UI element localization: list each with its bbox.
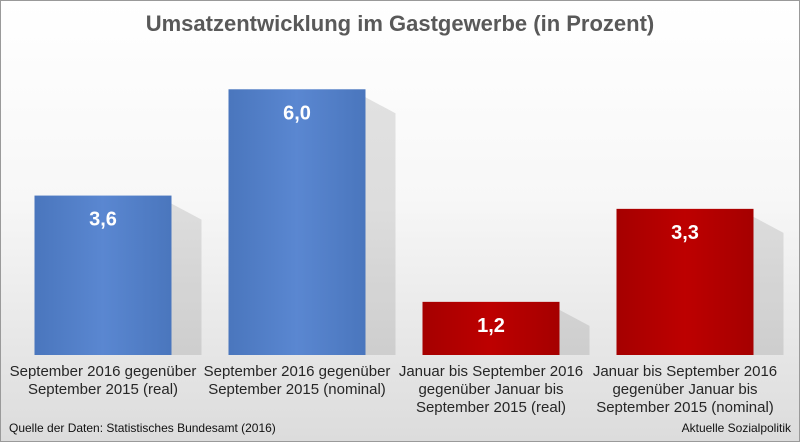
- bar-1: [34, 195, 172, 355]
- bar-4: [616, 208, 754, 355]
- category-label-line: gegenüber Januar bis: [418, 381, 563, 398]
- value-label-3: 1,2: [477, 315, 505, 337]
- value-label-4: 3,3: [671, 222, 699, 244]
- bars: [34, 89, 754, 356]
- category-label-line: Januar bis September 2016: [593, 363, 777, 380]
- value-label-2: 6,0: [283, 102, 311, 124]
- category-label-line: September 2015 (nominal): [596, 399, 774, 416]
- bar-shadow: [559, 309, 590, 355]
- value-label-1: 3,6: [89, 209, 117, 231]
- category-label-line: Januar bis September 2016: [399, 363, 583, 380]
- category-label-line: September 2016 gegenüber: [204, 363, 391, 380]
- bar-shadow: [171, 203, 202, 355]
- source-note: Quelle der Daten: Statistisches Bundesam…: [9, 421, 276, 435]
- bar-chart: 3,66,01,23,3 September 2016 gegenüber Sep…: [10, 89, 784, 416]
- category-label-line: gegenüber Januar bis: [612, 381, 757, 398]
- category-label-line: September 2015 (real): [416, 399, 566, 416]
- bar-2: [228, 89, 366, 356]
- brand-note: Aktuelle Sozialpolitik: [681, 421, 791, 435]
- bar-shadow: [753, 216, 784, 355]
- bar-shadows: [171, 97, 784, 356]
- category-label-line: September 2015 (nominal): [208, 381, 386, 398]
- chart-title: Umsatzentwicklung im Gastgewerbe (in Pro…: [145, 11, 655, 36]
- bar-shadow: [365, 97, 396, 356]
- category-label-1: September 2016 gegenüber September 2015 (…: [10, 363, 197, 398]
- category-label-3: Januar bis September 2016 gegenüber Janua…: [399, 363, 583, 416]
- category-labels: September 2016 gegenüber September 2015 (…: [10, 363, 778, 416]
- category-label-2: September 2016 gegenüber September 2015 (…: [204, 363, 391, 398]
- value-labels: 3,6 6,0 1,2 3,3: [89, 102, 699, 337]
- category-label-line: September 2016 gegenüber: [10, 363, 197, 380]
- category-label-line: September 2015 (real): [28, 381, 178, 398]
- category-label-4: Januar bis September 2016 gegenüber Janua…: [593, 363, 777, 416]
- bar-3: [422, 301, 560, 355]
